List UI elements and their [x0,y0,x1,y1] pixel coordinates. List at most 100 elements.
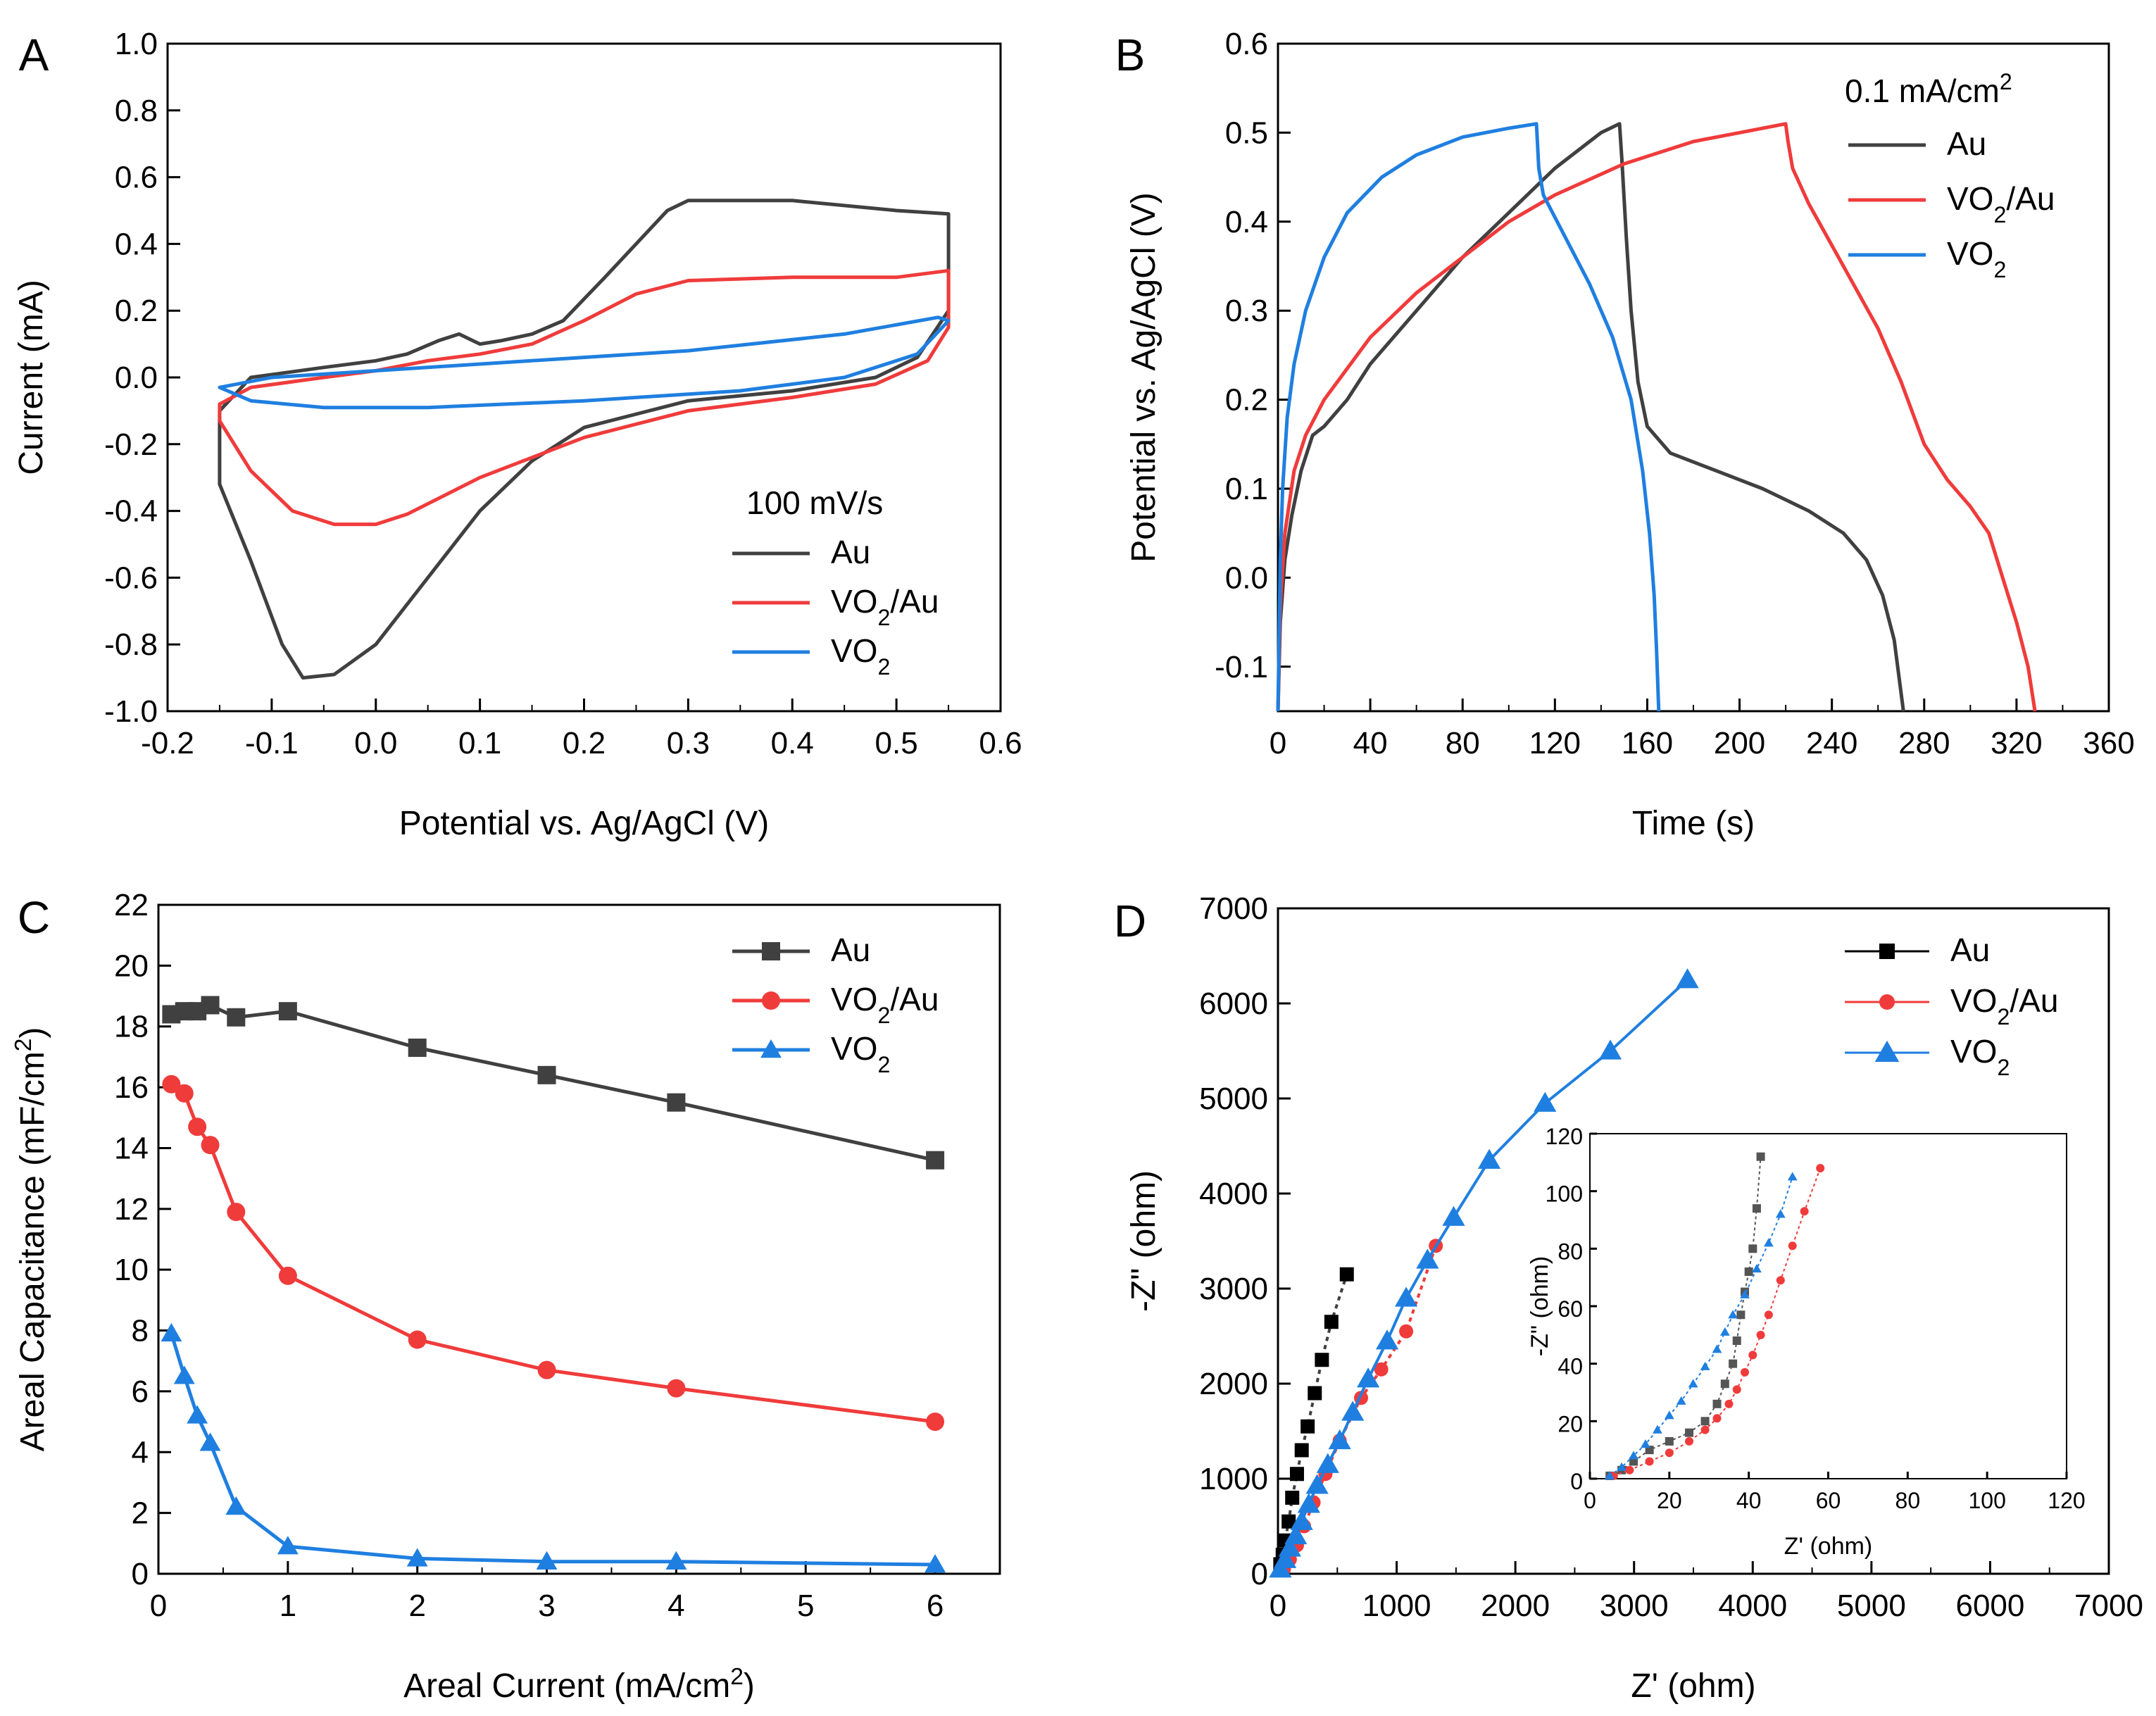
inset-point-vo2 [1617,1462,1627,1471]
y-tick-label: 16 [114,1070,149,1105]
x-tick-label: 20 [1657,1488,1682,1513]
inset-point-au [1700,1417,1710,1426]
x-tick-label: -0.1 [245,726,299,760]
y-axis-title-part: ) [14,1027,51,1039]
y-tick-label: 10 [114,1253,149,1287]
legend-label-part: VO [1950,1033,1997,1070]
legend-label-part: VO [831,1030,877,1067]
legend-title: 0.1 mA/cm2 [1845,69,2012,109]
y-tick-label: -0.1 [1215,650,1268,684]
x-tick-label: 0 [1270,1589,1286,1623]
y-tick-label: 0.6 [115,161,158,195]
data-point-vo2 [1394,1286,1418,1307]
legend-label: VO2/Au [831,981,939,1028]
inset-point-vo2 [1712,1344,1722,1353]
y-tick-label: 0 [1251,1557,1268,1591]
inset-point-vo2 [1787,1172,1798,1181]
inset-point-vo2-au [1665,1448,1674,1458]
y-tick-label: 0.2 [115,294,158,328]
inset-point-vo2-au [1625,1465,1634,1474]
inset-y-title: -Z" (ohm) [1527,1256,1553,1356]
inset-point-vo2 [1688,1379,1698,1388]
x-tick-label: 0.2 [563,726,606,760]
data-point-vo2 [161,1322,182,1342]
x-tick-label: 360 [2083,726,2134,760]
x-tick-label: 200 [1714,726,1765,760]
y-tick-label: 0.5 [1225,115,1268,150]
x-tick-label: 0.1 [458,726,501,760]
inset-point-vo2-au [1700,1425,1710,1434]
x-axis-title-part: 2 [730,1664,744,1690]
data-point-au [1289,1467,1304,1482]
inset-point-vo2 [1641,1439,1650,1448]
y-tick-label: 20 [1558,1411,1583,1436]
data-point-au [667,1093,686,1112]
y-tick-label: 3000 [1199,1272,1268,1306]
x-tick-label: 100 [1968,1488,2005,1513]
data-point-vo2 [406,1548,428,1567]
legend-marker [1879,994,1895,1010]
inset-point-au [1685,1428,1694,1437]
inset-point-vo2 [1752,1264,1762,1273]
x-tick-label: 240 [1806,726,1857,760]
legend-label: VO2 [1950,1033,2010,1080]
inset-point-vo2-au [1685,1436,1694,1446]
data-point-vo2 [1416,1248,1439,1269]
inset-point-au [1736,1310,1746,1320]
x-tick-label: -0.2 [141,726,194,760]
x-tick-label: 0 [1270,726,1286,760]
x-tick-label: 40 [1353,726,1388,760]
inset-point-vo2-au [1748,1351,1757,1360]
inset-line-vo2-au [1613,1167,1822,1477]
y-tick-label: 2 [132,1496,149,1531]
inset-point-au [1748,1244,1757,1253]
data-point-au [1339,1267,1354,1282]
data-point-au [227,1008,246,1027]
x-tick-label: 5000 [1837,1589,1906,1623]
inset-point-vo2-au [1712,1414,1722,1423]
data-point-vo2 [1278,1536,1301,1557]
panel-letter-c: C [18,892,50,943]
legend-label: Au [1950,932,1990,968]
data-point-vo2-au [537,1360,556,1379]
legend-label: Au [1947,125,1986,162]
legend-label-part: 2 [877,654,890,679]
y-tick-label: 8 [132,1314,149,1348]
y-tick-label: 4000 [1199,1177,1268,1211]
legend-label-part: VO [1947,235,1993,272]
inset-point-vo2 [1605,1471,1615,1480]
data-point-vo2 [536,1551,558,1570]
y-tick-label: 12 [114,1192,149,1227]
legend-label-part: Au [1947,125,1986,162]
panel-b-gcd-chart: B 0 40 80 120 160 200 240 280 320 360 -0.1 0.0 0.1 0.2… [1115,27,2135,842]
data-point-vo2-au [408,1330,427,1349]
inset-point-vo2 [1700,1361,1710,1370]
data-point-au [1308,1386,1322,1401]
data-point-au [1324,1315,1339,1329]
x-tick-label: 120 [1529,726,1581,760]
y-tick-label: 0 [132,1557,149,1591]
y-tick-label: 0.4 [1225,205,1268,239]
y-tick-label: 7000 [1199,891,1268,926]
inset-point-au [1752,1204,1761,1213]
y-tick-label: 2000 [1199,1367,1268,1401]
legend-label-part: VO [1947,180,1993,217]
plot-frame [157,903,1001,1575]
y-tick-label: 22 [114,888,149,922]
y-tick-label: 6 [132,1374,149,1409]
series-line-au [1276,122,1905,712]
inset-line-vo2 [1609,1176,1793,1477]
legend-label-part: /Au [890,583,939,620]
y-tick-label: 0.6 [1225,27,1268,61]
data-point-au [537,1065,556,1084]
data-point-au [278,1002,297,1021]
legend-label-part: VO [1950,982,1997,1019]
y-tick-label: 0.8 [115,94,158,128]
inset-point-vo2 [1740,1289,1750,1298]
legend-label-part: 2 [1993,257,2006,282]
y-tick-label: 0.2 [1225,383,1268,418]
data-point-vo2-au [278,1266,297,1285]
inset-point-au [1665,1436,1674,1446]
